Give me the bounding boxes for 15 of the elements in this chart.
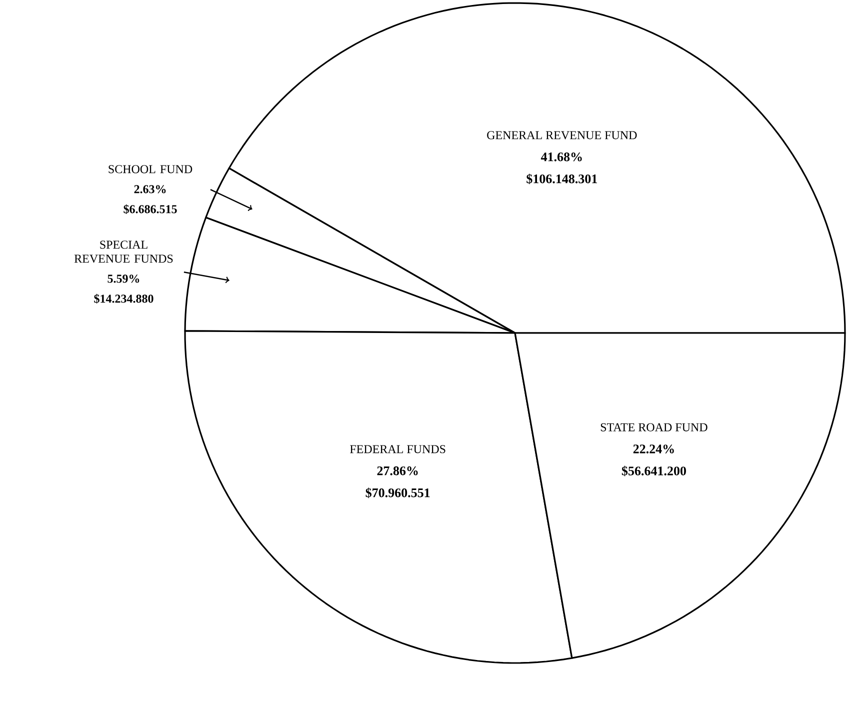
text: $14.234.880 <box>94 294 154 304</box>
slice-label: FEDERAL FUNDS <box>350 445 446 454</box>
data-label: 5.59% <box>108 274 140 283</box>
slice-label: SPECIAL REVENUE FUNDS <box>74 240 173 263</box>
slice-label: GENERAL REVENUE FUND <box>487 131 637 140</box>
data-label: 27.86% <box>377 466 418 476</box>
text: $6.686.515 <box>124 204 177 214</box>
slice-label: STATE ROAD FUND <box>600 423 708 432</box>
data-label: 41.68% <box>540 152 582 162</box>
data-label: 2.63% <box>134 185 166 194</box>
slice-label: SCHOOL FUND <box>108 165 192 174</box>
data-label: 22.24% <box>633 444 674 454</box>
text: $56.641.200 <box>622 466 686 476</box>
text: $70.960.551 <box>366 488 430 498</box>
text: $106.148.301 <box>526 174 597 184</box>
